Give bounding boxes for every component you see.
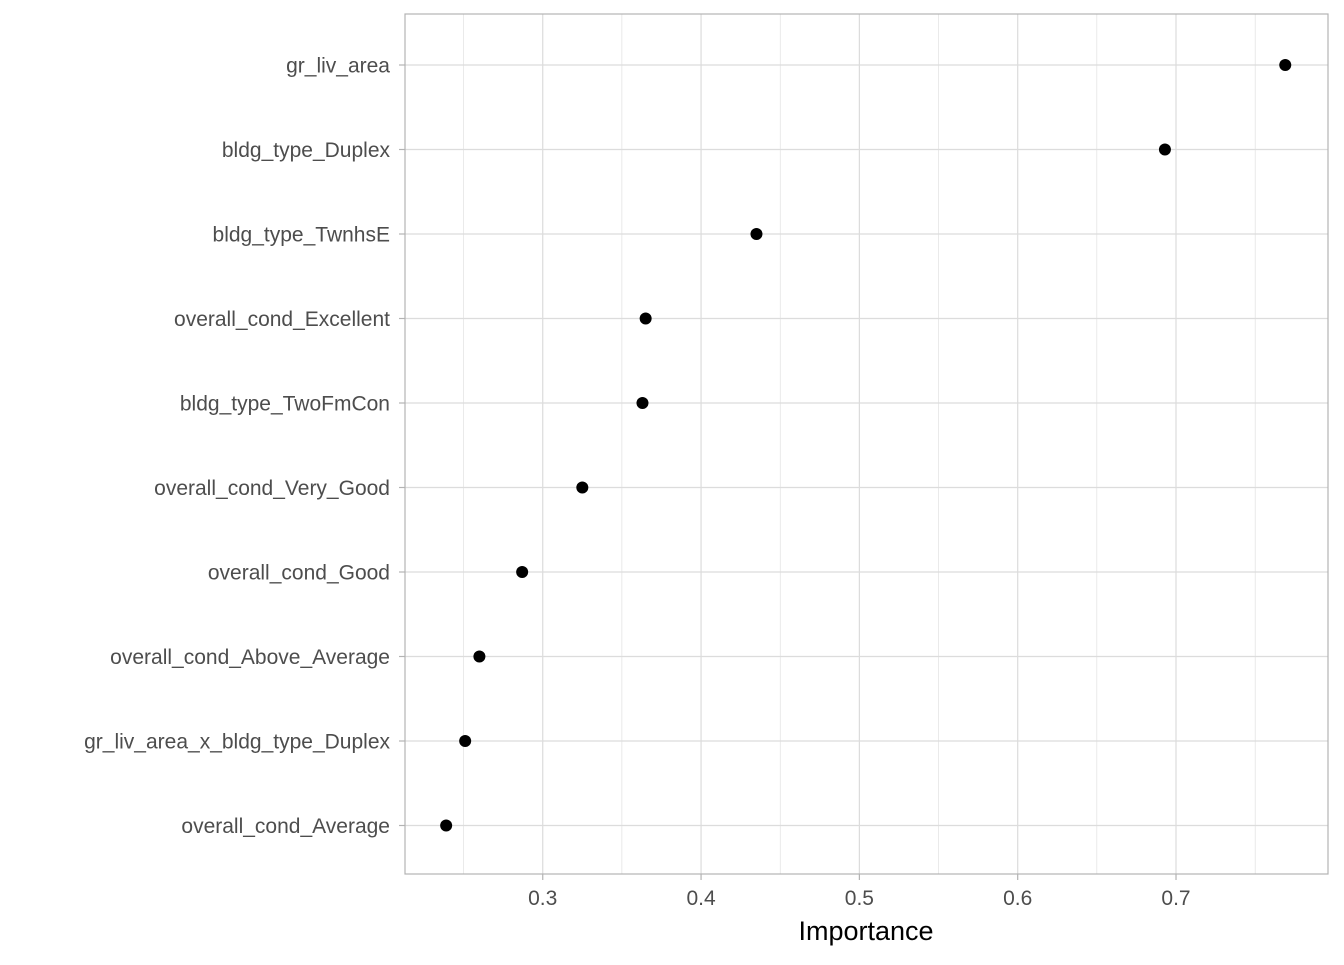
y-tick-label: overall_cond_Excellent — [174, 308, 390, 331]
x-tick-label: 0.5 — [845, 887, 874, 910]
y-tick-label: overall_cond_Above_Average — [110, 646, 390, 669]
x-axis-labels: 0.3 0.4 0.5 0.6 0.7 — [528, 887, 1190, 910]
data-point — [459, 735, 472, 747]
y-tick-label: bldg_type_Duplex — [222, 139, 391, 162]
data-point — [639, 312, 652, 325]
grid-layer — [405, 14, 1328, 874]
x-tick-label: 0.4 — [686, 887, 716, 910]
y-axis-labels: gr_liv_area bldg_type_Duplex bldg_type_Twn… — [84, 55, 390, 839]
y-tick-label: bldg_type_TwoFmCon — [180, 393, 390, 416]
data-point — [516, 566, 529, 578]
data-point — [473, 650, 486, 663]
points-layer — [440, 59, 1292, 832]
data-point — [636, 397, 649, 409]
y-tick-label: overall_cond_Very_Good — [154, 477, 390, 500]
data-point — [1279, 59, 1292, 71]
x-axis-title: Importance — [798, 916, 933, 946]
data-point — [1158, 143, 1171, 156]
data-point — [750, 228, 763, 240]
x-tick-label: 0.3 — [528, 887, 557, 910]
y-tick-label: overall_cond_Good — [208, 562, 390, 585]
x-tick-label: 0.7 — [1161, 887, 1190, 910]
panel-border — [404, 13, 1329, 875]
data-point — [440, 819, 453, 832]
y-tick-label: gr_liv_area_x_bldg_type_Duplex — [84, 731, 390, 754]
y-tick-label: overall_cond_Average — [181, 815, 390, 838]
y-tick-label: bldg_type_TwnhsE — [213, 224, 390, 247]
y-tick-label: gr_liv_area — [286, 55, 390, 78]
data-point — [576, 481, 589, 494]
x-tick-label: 0.6 — [1003, 887, 1032, 910]
tick-marks — [399, 64, 1177, 880]
